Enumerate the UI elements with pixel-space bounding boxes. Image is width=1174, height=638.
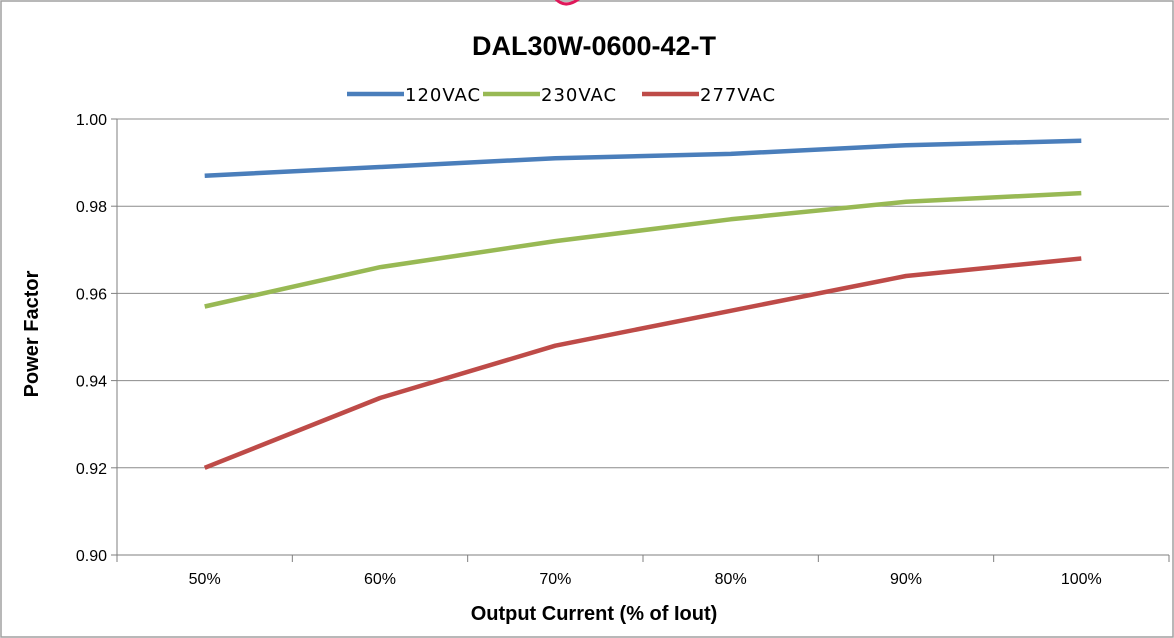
y-tick-label: 0.96 — [76, 286, 107, 303]
series-lines — [203, 138, 1082, 470]
y-axis-title: Power Factor — [21, 270, 43, 397]
y-tick-label: 0.98 — [76, 199, 107, 216]
series-line-230vac — [204, 190, 1082, 309]
x-tick-label: 100% — [1061, 571, 1102, 588]
cropped-header-fragment — [554, 0, 580, 6]
y-tick-label: 1.00 — [76, 112, 107, 129]
y-tick-labels: 0.90 0.92 0.94 0.96 0.98 1.00 — [76, 112, 107, 565]
x-tick-label: 50% — [189, 571, 221, 588]
x-tick-labels: 50% 60% 70% 80% 90% 100% — [189, 571, 1102, 588]
legend-label: 277VAC — [700, 85, 776, 106]
axes — [111, 118, 1170, 562]
legend: 120VAC 230VAC 277VAC — [347, 85, 776, 106]
legend-label: 120VAC — [405, 85, 481, 106]
x-tick-label: 80% — [715, 571, 747, 588]
y-tick-label: 0.94 — [76, 374, 107, 391]
y-tick-label: 0.92 — [76, 461, 107, 478]
gridlines — [117, 118, 1169, 469]
series-line-277vac — [203, 256, 1082, 470]
x-tick-label: 70% — [539, 571, 571, 588]
y-tick-label: 0.90 — [76, 548, 107, 565]
legend-label: 230VAC — [541, 85, 617, 106]
x-tick-label: 60% — [364, 571, 396, 588]
x-axis-title: Output Current (% of Iout) — [471, 603, 718, 625]
x-tick-label: 90% — [890, 571, 922, 588]
chart-title: DAL30W-0600-42-T — [472, 31, 717, 61]
series-line-120vac — [204, 138, 1082, 178]
